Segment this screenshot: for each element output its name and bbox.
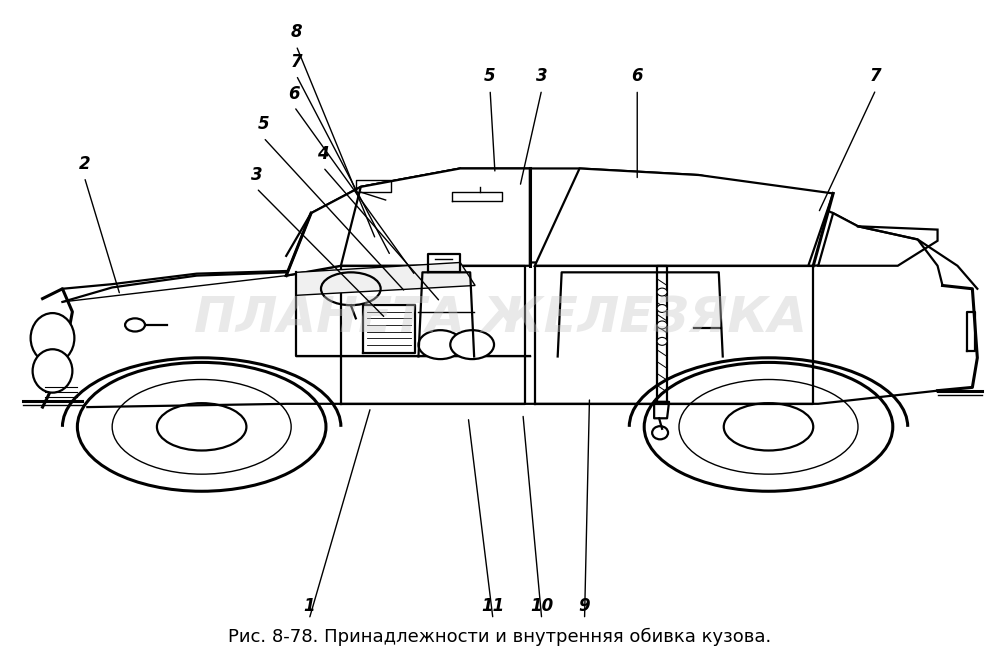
Ellipse shape [125,318,145,332]
Polygon shape [341,168,530,266]
Text: 6: 6 [631,68,643,86]
Text: 3: 3 [251,166,262,184]
Text: 7: 7 [290,53,302,71]
Polygon shape [286,168,480,276]
Ellipse shape [450,330,494,359]
Ellipse shape [724,403,813,450]
Polygon shape [296,263,475,295]
Text: 6: 6 [288,84,300,103]
Ellipse shape [77,363,326,491]
Text: 4: 4 [317,145,329,163]
Text: 8: 8 [290,23,302,41]
Ellipse shape [157,403,246,450]
Text: 11: 11 [481,597,505,615]
Ellipse shape [644,363,893,491]
Ellipse shape [657,321,667,329]
Text: 9: 9 [579,597,590,615]
Text: 3: 3 [536,68,548,86]
Ellipse shape [31,313,74,363]
Text: 5: 5 [484,68,496,86]
Text: 7: 7 [870,68,882,86]
Text: 1: 1 [303,597,315,615]
Polygon shape [818,213,938,266]
Text: 5: 5 [258,115,269,133]
Ellipse shape [657,288,667,296]
Text: 10: 10 [530,597,553,615]
Ellipse shape [657,337,667,345]
Ellipse shape [657,304,667,312]
Ellipse shape [33,349,72,392]
Text: ПЛАНЕТА ЖЕЛЕЗЯКА: ПЛАНЕТА ЖЕЛЕЗЯКА [194,294,806,342]
Ellipse shape [679,379,858,474]
Ellipse shape [112,379,291,474]
Text: Рис. 8-78. Принадлежности и внутренняя обивка кузова.: Рис. 8-78. Принадлежности и внутренняя о… [228,627,772,646]
Ellipse shape [418,330,462,359]
Polygon shape [535,168,833,266]
Text: 2: 2 [79,155,90,173]
